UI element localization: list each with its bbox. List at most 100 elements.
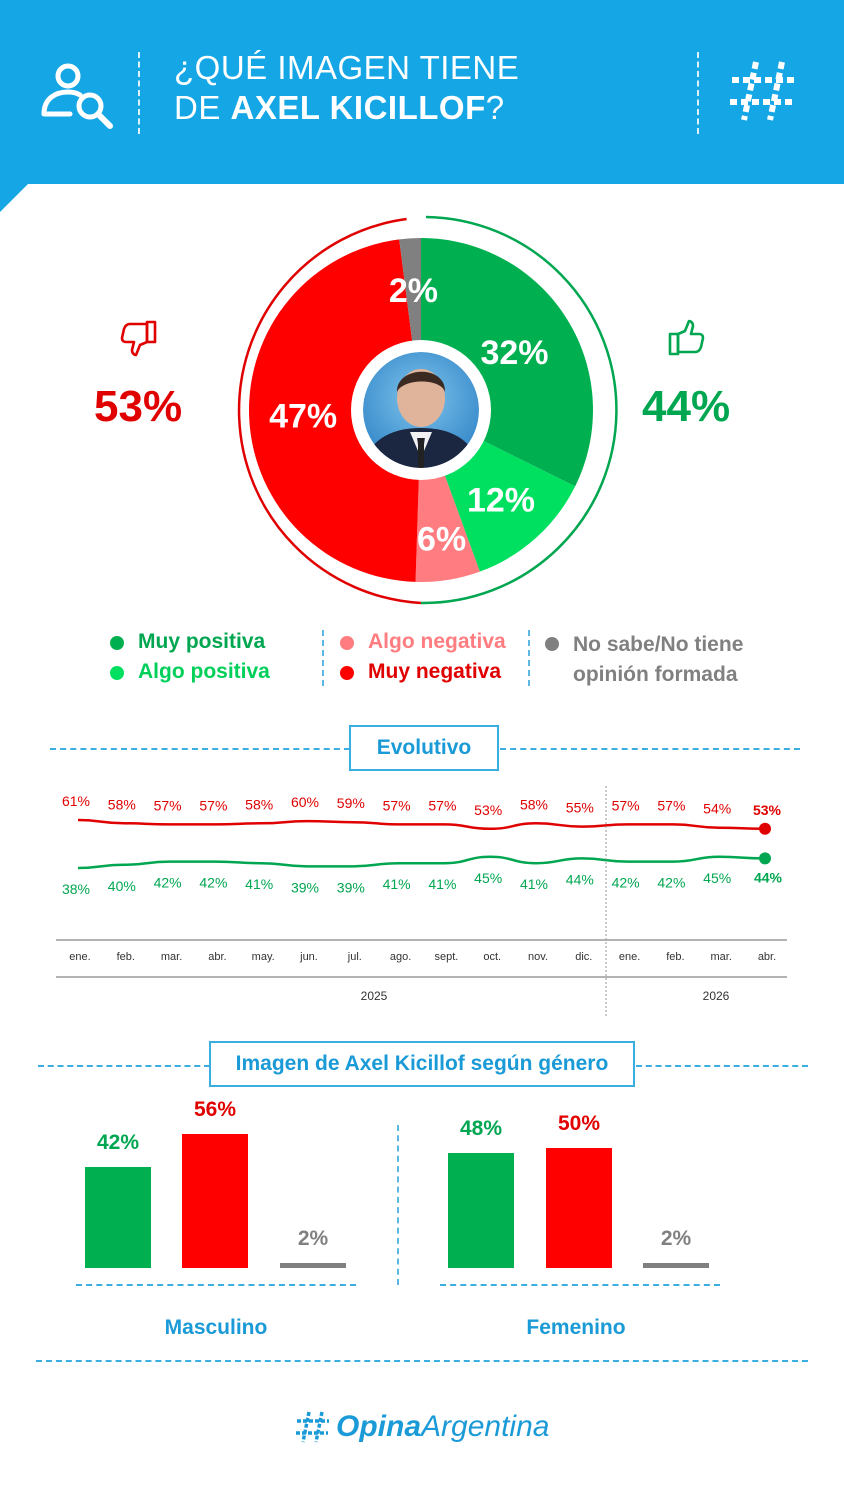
genero-rule-left (38, 1065, 210, 1067)
hashtag-icon (730, 61, 798, 121)
bar-label-masculino-negative: 56% (193, 1097, 237, 1121)
x-tick-label: jun. (299, 951, 318, 963)
title-suffix: ? (485, 89, 505, 126)
thumbs-up-icon (668, 319, 705, 356)
year-label: 2025 (361, 989, 388, 1003)
data-label-negative: 57% (199, 797, 227, 813)
bar-label-femenino-negative: 50% (557, 1112, 601, 1135)
data-label-negative: 57% (657, 797, 685, 813)
data-label-negative: 57% (612, 797, 640, 813)
data-label-positive: 39% (291, 879, 319, 895)
evolutivo-rule-right (500, 748, 800, 750)
line-chart: 61% 58% 57% 57% 58% 60% 59% 57% 57% 53% 58% 55% 57% 5… (56, 786, 787, 1016)
legend-muy-positiva: Muy positiva (110, 630, 265, 654)
legend-label-algo-negativa: Algo negativa (368, 630, 506, 653)
legend-no-sabe: No sabe/No tiene opinión formada (545, 630, 743, 690)
x-tick-label: feb. (666, 951, 684, 963)
bar-label-femenino-no-sabe: 2% (660, 1227, 692, 1250)
user-search-icon (41, 63, 113, 129)
legend-dot-muy-negativa (340, 666, 354, 680)
brand-name-regular: Argentina (421, 1410, 550, 1443)
thumbs-down-icon (120, 320, 157, 357)
data-label-negative: 53% (753, 802, 782, 818)
outer-arc-positive (420, 215, 618, 605)
bar-label-masculino-no-sabe: 2% (297, 1227, 329, 1250)
data-label-negative: 57% (154, 797, 182, 813)
x-tick-label: ago. (390, 951, 411, 963)
bar-femenino-negative (546, 1148, 612, 1268)
bar-femenino-no-sabe (643, 1263, 709, 1268)
x-tick-label: abr. (758, 951, 776, 963)
title-line-2: DE AXEL KICILLOF? (174, 88, 519, 128)
data-label-negative: 59% (337, 795, 365, 811)
positive-total: 44% (642, 382, 731, 431)
bar-masculino-positive (85, 1167, 151, 1268)
x-tick-label: mar. (710, 951, 731, 963)
pie-label-algo-negativa: 6% (417, 520, 466, 558)
group-label-masculino: Masculino (164, 1316, 268, 1339)
data-label-negative: 58% (108, 796, 136, 812)
legend-dot-algo-negativa (340, 636, 354, 650)
hashtag-logo-icon (296, 1411, 329, 1443)
data-label-negative: 61% (62, 793, 90, 809)
header-banner: ¿QUÉ IMAGEN TIENE DE AXEL KICILLOF? (0, 0, 844, 184)
pie-slice-muy-negativa (248, 239, 421, 582)
data-label-negative: 53% (474, 802, 502, 818)
data-label-negative: 54% (703, 801, 731, 817)
x-tick-label: abr. (208, 951, 226, 963)
bar-label-femenino-positive: 48% (459, 1116, 503, 1140)
bar-masculino-no-sabe (280, 1263, 346, 1268)
section-title-evolutivo: Evolutivo (349, 725, 499, 771)
data-label-positive: 39% (337, 879, 365, 895)
legend-algo-positiva: Algo positiva (110, 660, 270, 684)
data-label-positive: 42% (657, 875, 685, 891)
data-label-positive: 44% (566, 871, 594, 887)
donut-chart: 32% 12%6% 47% 2% (237, 215, 618, 605)
data-label-negative: 57% (383, 797, 411, 813)
data-label-positive: 41% (428, 876, 456, 892)
negative-total: 53% (94, 382, 183, 431)
legend-label-muy-negativa: Muy negativa (368, 660, 502, 683)
header-tab-corner (0, 184, 28, 212)
legend-label-no-sabe-1: No sabe/No tiene (573, 633, 744, 656)
x-tick-label: mar. (161, 951, 182, 963)
genero-rule-right (636, 1065, 808, 1067)
title-line-1: ¿QUÉ IMAGEN TIENE (174, 49, 520, 86)
baseline-femenino (440, 1284, 720, 1286)
data-label-negative: 58% (245, 796, 273, 812)
evolutivo-rule-left (50, 748, 350, 750)
legend-label-no-sabe: No sabe/No tiene opinión formada (573, 630, 743, 690)
x-tick-label: ene. (69, 951, 90, 963)
legend-label-algo-positiva: Algo positiva (138, 660, 270, 683)
legend-divider-2 (528, 630, 530, 686)
bar-masculino-negative (182, 1133, 248, 1268)
data-label-negative: 57% (428, 797, 456, 813)
gender-divider (397, 1125, 399, 1285)
x-tick-label: feb. (117, 951, 135, 963)
data-label-positive: 45% (703, 870, 731, 886)
page-title: ¿QUÉ IMAGEN TIENE DE AXEL KICILLOF? (174, 48, 519, 128)
data-label-positive: 38% (62, 881, 90, 897)
line-series-positive (77, 855, 766, 870)
data-label-positive: 41% (383, 876, 411, 892)
line-endpoint-negative (759, 822, 771, 835)
x-tick-label: oct. (483, 951, 501, 963)
line-series-negative (77, 818, 766, 831)
pie-label-no-sabe: 2% (389, 272, 438, 310)
baseline-masculino (76, 1284, 356, 1286)
pie-label-algo-positiva: 12% (467, 481, 535, 519)
bar-label-masculino-positive: 42% (96, 1131, 140, 1155)
data-label-positive: 42% (199, 875, 227, 891)
data-label-negative: 58% (520, 796, 548, 812)
legend-label-no-sabe-2: opinión formada (573, 663, 738, 686)
data-label-negative: 55% (566, 800, 594, 816)
data-label-positive: 41% (245, 876, 273, 892)
x-tick-label: sept. (434, 951, 458, 963)
year-label: 2026 (703, 989, 730, 1003)
data-label-positive: 45% (474, 870, 502, 886)
data-label-positive: 41% (520, 876, 548, 892)
x-tick-label: jul. (347, 951, 362, 963)
x-tick-label: ene. (619, 951, 640, 963)
brand-name: OpinaArgentina (336, 1410, 549, 1444)
header-divider-right (697, 52, 699, 134)
